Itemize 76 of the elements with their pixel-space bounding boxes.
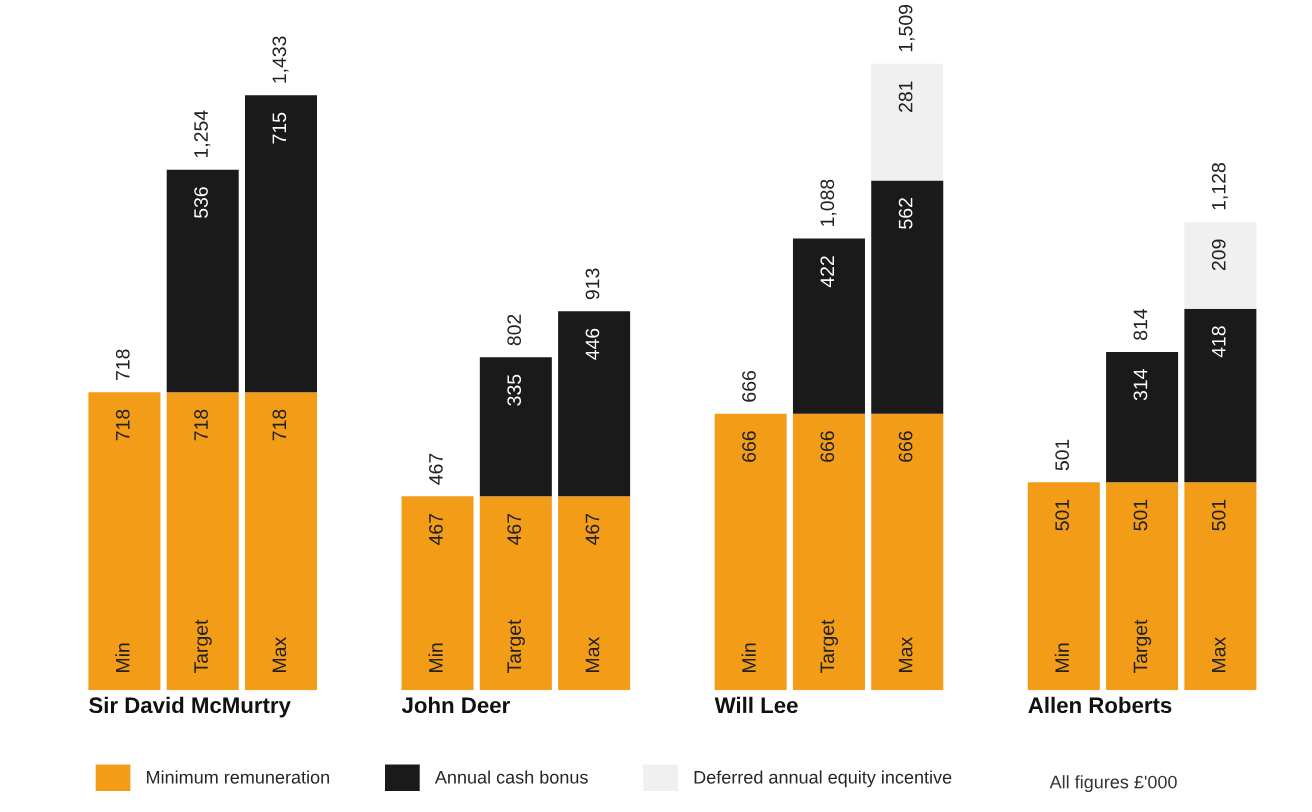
legend-label: Deferred annual equity incentive: [694, 770, 952, 788]
bar: [1184, 221, 1257, 309]
total-label: 666: [742, 371, 756, 402]
text: Will Lee: [714, 696, 798, 714]
bar: [558, 311, 631, 497]
total-label: 718: [115, 349, 130, 381]
data-label: 281: [898, 81, 913, 112]
x-tick-label: Target: [820, 619, 839, 674]
x-tick-label: Max: [1212, 637, 1226, 672]
legend-label: Minimum remuneration: [147, 770, 329, 784]
data-label: 536: [194, 187, 208, 218]
total-label: 814: [1133, 308, 1148, 340]
bar: [871, 63, 944, 181]
x-tick-label: Target: [1133, 619, 1152, 674]
x-tick-label: Max: [585, 637, 600, 672]
data-label: 718: [115, 409, 130, 441]
data-label: 467: [429, 513, 443, 545]
x-tick-label: Target: [194, 619, 212, 674]
total-label: 1,509: [898, 4, 915, 52]
bar: [1106, 482, 1179, 691]
data-label: 666: [742, 431, 756, 462]
data-label: 418: [1211, 326, 1226, 358]
bar: [88, 392, 161, 691]
x-tick-label: Target: [507, 619, 525, 674]
bar: [166, 169, 239, 393]
data-label: 446: [585, 328, 600, 360]
data-label: 422: [820, 256, 834, 288]
bar: [1184, 308, 1257, 483]
legend-label: Annual cash bonus: [434, 770, 588, 784]
bar: [714, 413, 787, 691]
data-label: 501: [1055, 499, 1070, 531]
data-label: 666: [820, 431, 835, 462]
bar: [479, 496, 552, 691]
x-tick-label: Max: [272, 637, 287, 672]
total-label: 1,433: [272, 36, 289, 83]
data-label: 666: [898, 431, 913, 462]
bar: [792, 413, 865, 691]
bar: [244, 95, 317, 393]
data-label: 562: [898, 198, 913, 229]
bar: [871, 180, 944, 414]
bar: [401, 496, 474, 691]
total-label: 1,254: [194, 110, 211, 158]
total-label: 1,088: [820, 179, 837, 226]
bar: [1106, 351, 1179, 483]
total-label: 501: [1055, 439, 1070, 471]
data-label: 501: [1133, 499, 1148, 531]
bar: [558, 496, 631, 691]
data-label: 209: [1211, 239, 1226, 271]
text: Allen Roberts: [1028, 696, 1172, 714]
text: John Deer: [401, 696, 510, 714]
data-label: 501: [1211, 499, 1226, 531]
data-label: 467: [507, 513, 522, 545]
total-label: 802: [507, 314, 522, 346]
bar: [244, 392, 317, 691]
total-label: 1,128: [1211, 163, 1228, 210]
data-label: 718: [272, 409, 287, 441]
data-label: 314: [1133, 369, 1148, 401]
bar: [1184, 482, 1257, 691]
data-label: 467: [585, 513, 600, 545]
text: All figures £'000: [1049, 775, 1177, 792]
text: Sir David McMurtry: [89, 696, 291, 718]
x-tick-label: Min: [115, 643, 130, 672]
data-label: 335: [507, 374, 522, 406]
data-label: 718: [194, 409, 208, 441]
bar: [792, 238, 865, 414]
bar: [871, 413, 944, 691]
total-label: 467: [429, 453, 443, 485]
total-label: 913: [585, 268, 600, 300]
x-tick-label: Min: [741, 643, 756, 672]
bar: [479, 357, 552, 497]
data-label: 715: [272, 112, 287, 144]
x-tick-label: Max: [898, 637, 913, 672]
bar: [1027, 482, 1100, 691]
bar: [166, 392, 239, 691]
x-tick-label: Min: [428, 643, 443, 672]
x-tick-label: Min: [1054, 643, 1069, 672]
